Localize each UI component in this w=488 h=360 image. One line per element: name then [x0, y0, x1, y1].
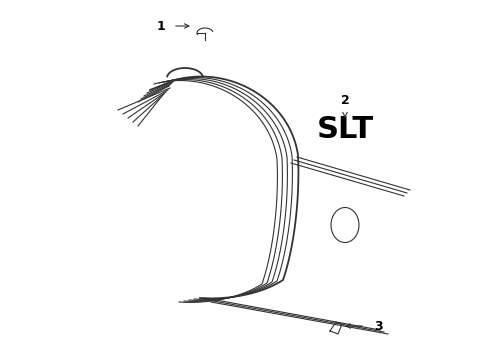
Text: 3: 3 [373, 320, 382, 333]
Text: 2: 2 [340, 94, 348, 107]
Text: 1: 1 [156, 19, 164, 32]
Text: SLT: SLT [316, 116, 373, 144]
